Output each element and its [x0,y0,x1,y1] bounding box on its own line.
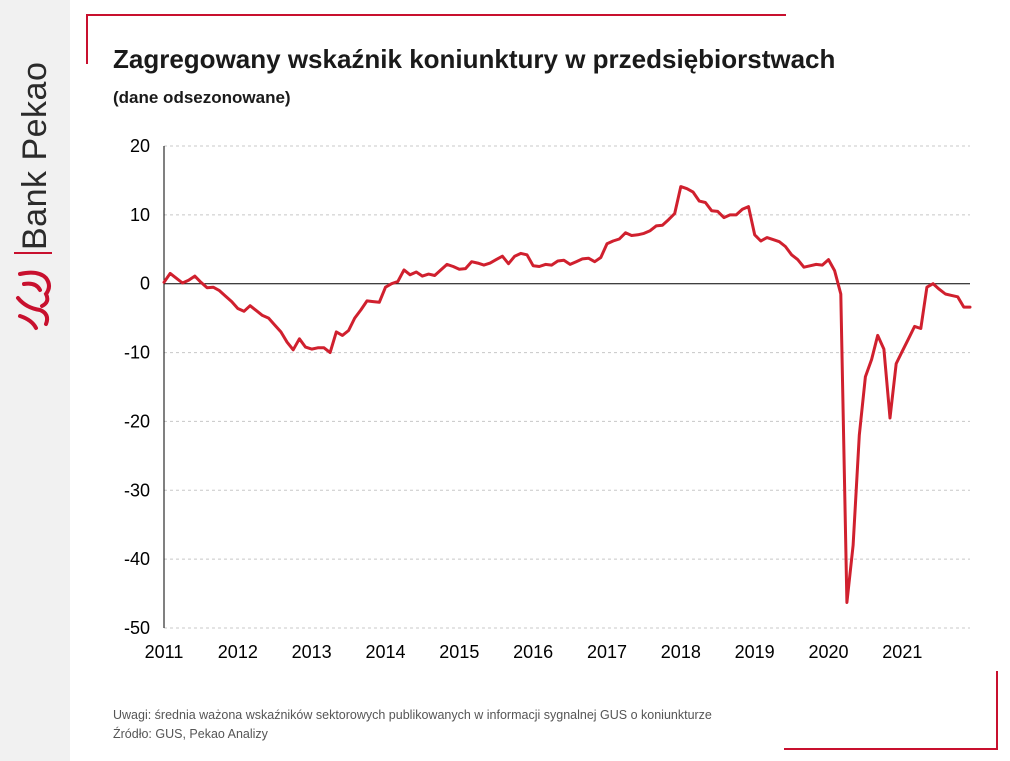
y-tick-label: 10 [130,205,150,225]
x-axis-ticks: 2011 2012 2013 2014 2015 2016 2017 2018 2019 2020… [145,642,923,662]
x-tick-label: 2015 [439,642,479,662]
x-tick-label: 2011 [145,642,184,662]
chart-title: Zagregowany wskaźnik koniunktury w przed… [113,44,836,74]
y-tick-label: 20 [130,136,150,156]
y-axis-ticks: 20 10 0 -10 -20 -30 -40 -50 [124,136,150,638]
brand-name: Bank Pekao [16,61,54,250]
x-tick-label: 2014 [365,642,405,662]
series-layer [162,185,972,604]
brand-sidebar: Bank Pekao [0,0,70,761]
grid-lines [163,145,970,629]
y-tick-label: -10 [124,343,150,363]
series-line [162,185,972,604]
y-tick-label: 0 [140,274,150,294]
y-tick-label: -50 [124,618,150,638]
x-tick-label: 2013 [292,642,332,662]
x-tick-label: 2020 [808,642,848,662]
y-tick-label: -20 [124,411,150,431]
x-tick-label: 2012 [218,642,258,662]
source-text: Źródło: GUS, Pekao Analizy [113,727,268,741]
x-tick-label: 2018 [661,642,701,662]
chart-notes: Uwagi: średnia ważona wskaźników sektoro… [113,706,712,744]
x-tick-label: 2016 [513,642,553,662]
frame-top-line [86,14,786,16]
bison-logo-icon [16,270,51,330]
x-tick-label: 2017 [587,642,627,662]
frame-left-line [86,14,88,64]
frame-bottom-right-horizontal [784,748,998,750]
brand-separator [14,252,52,254]
chart-subtitle: (dane odsezonowane) [113,88,291,107]
x-tick-label: 2019 [735,642,775,662]
frame-bottom-right-vertical [996,671,998,749]
x-tick-label: 2021 [882,642,922,662]
y-tick-label: -40 [124,549,150,569]
remark-text: Uwagi: średnia ważona wskaźników sektoro… [113,708,712,722]
y-tick-label: -30 [124,480,150,500]
